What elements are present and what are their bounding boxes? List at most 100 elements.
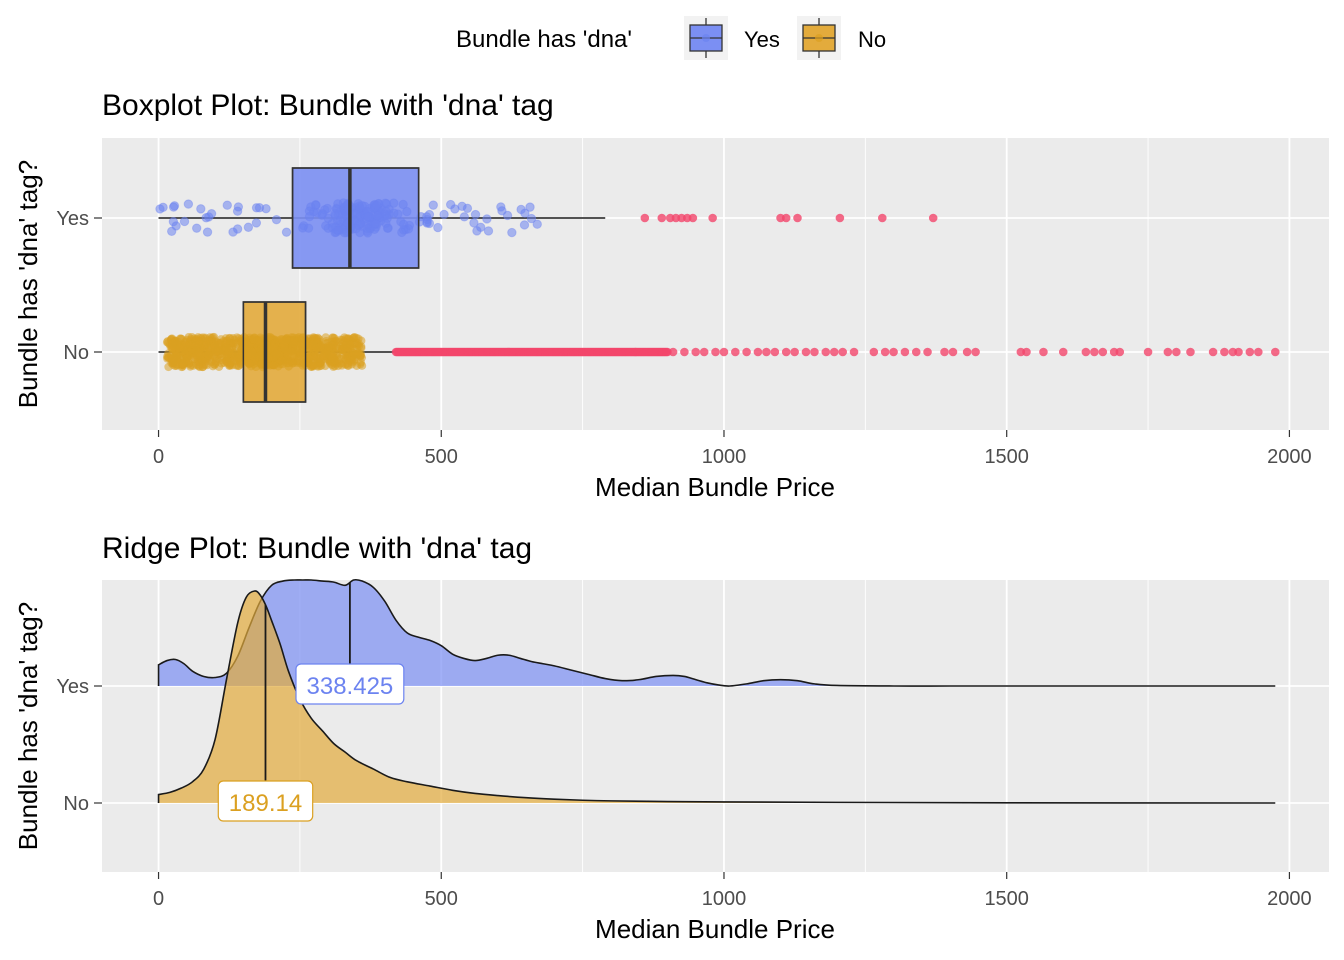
y-tick-label-yes: Yes (56, 676, 89, 698)
jitter-point (340, 343, 350, 352)
jitter-points-no (162, 332, 367, 372)
jitter-point (297, 223, 308, 233)
jitter-point (356, 342, 366, 351)
jitter-point (507, 227, 517, 238)
outlier-point (719, 347, 729, 357)
jitter-point (243, 222, 254, 232)
outlier-point (793, 213, 802, 223)
jitter-point (191, 341, 200, 351)
jitter-point (203, 350, 213, 360)
x-tick-label: 500 (425, 446, 458, 468)
jitter-point (497, 206, 507, 216)
jitter-point (228, 227, 238, 237)
jitter-point (171, 351, 181, 360)
jitter-point (294, 356, 303, 366)
boxplot-y-axis-title: Bundle has 'dna' tag? (13, 160, 43, 408)
jitter-point (184, 333, 193, 342)
outlier-point (1254, 347, 1263, 357)
boxplot-x-axis: 0 500 1000 1500 2000 (153, 430, 1312, 468)
jitter-point (204, 336, 214, 345)
jitter-point (516, 204, 526, 215)
legend: Bundle has 'dna' Yes No (456, 16, 886, 60)
jitter-point (244, 349, 254, 359)
ridge-outline (157, 590, 1276, 804)
jitter-point (236, 359, 245, 368)
jitter-point (324, 341, 333, 351)
legend-label-no: No (858, 27, 886, 52)
jitter-point (202, 356, 212, 366)
jitter-point (457, 201, 467, 212)
jitter-point (222, 200, 232, 210)
jitter-point (341, 355, 351, 364)
jitter-point (331, 340, 340, 350)
outlier-point (699, 347, 709, 357)
outlier-point (911, 347, 921, 357)
jitter-point (179, 359, 188, 368)
jitter-point (502, 210, 513, 221)
outlier-point (770, 347, 780, 357)
outlier-point (889, 347, 898, 357)
jitter-point (280, 344, 289, 353)
jitter-point (284, 358, 293, 368)
jitter-point (428, 200, 438, 210)
jitter-point (175, 334, 185, 343)
outlier-point (948, 347, 958, 357)
outlier-point (640, 213, 650, 223)
outlier-point (1081, 347, 1091, 357)
x-tick-label: 2000 (1267, 446, 1312, 468)
jitter-point (183, 199, 194, 209)
ridge-outline (157, 578, 1276, 687)
outlier-point (928, 213, 938, 223)
jitter-point (370, 218, 381, 229)
x-tick-label: 1500 (984, 888, 1029, 910)
outlier-point (1220, 347, 1229, 357)
jitter-point (433, 222, 443, 233)
jitter-point (356, 351, 365, 361)
jitter-point (350, 355, 359, 364)
jitter-point (168, 343, 177, 353)
jitter-point (372, 211, 382, 221)
jitter-point (398, 225, 409, 235)
jitter-point (233, 202, 244, 212)
median-label-text: 338.425 (307, 673, 394, 700)
outlier-point (1039, 347, 1048, 357)
median-label-box (217, 780, 314, 822)
jitter-point (271, 214, 282, 225)
jitter-point (295, 346, 304, 356)
jitter-point (278, 335, 287, 344)
outlier-point (688, 213, 698, 223)
legend-key-yes (684, 16, 728, 60)
jitter-point (272, 349, 281, 359)
outlier-point (810, 347, 819, 357)
ridge-x-axis-title: Median Bundle Price (595, 914, 835, 944)
outlier-point (668, 347, 678, 357)
outlier-point (1270, 347, 1280, 357)
outlier-point (869, 347, 879, 357)
median-label-no: 189.14 (217, 780, 314, 822)
jitter-point (277, 356, 287, 366)
outlier-point (880, 347, 890, 357)
jitter-point (439, 209, 449, 220)
outlier-point (657, 213, 667, 223)
jitter-point (234, 350, 244, 359)
jitter-point (253, 335, 262, 345)
ridge-panel: Ridge Plot: Bundle with 'dna' tag 338.42… (13, 532, 1329, 944)
box-median-yes (291, 167, 420, 269)
jitter-point (472, 226, 482, 236)
boxplot-panel: Boxplot Plot: Bundle with 'dna' tag Yes … (13, 89, 1329, 502)
outlier-point (1115, 347, 1125, 357)
y-tick-label-no: No (63, 793, 89, 815)
jitter-point (532, 219, 542, 229)
jitter-point (311, 200, 321, 210)
jitter-point (327, 352, 336, 361)
outlier-point (762, 347, 771, 357)
boxplot-marks (155, 167, 1280, 403)
outlier-point (849, 347, 859, 357)
outlier-point (971, 347, 980, 357)
jitter-point (168, 202, 179, 212)
outlier-point (1208, 347, 1218, 357)
outlier-point (691, 347, 701, 357)
jitter-point (333, 225, 343, 235)
